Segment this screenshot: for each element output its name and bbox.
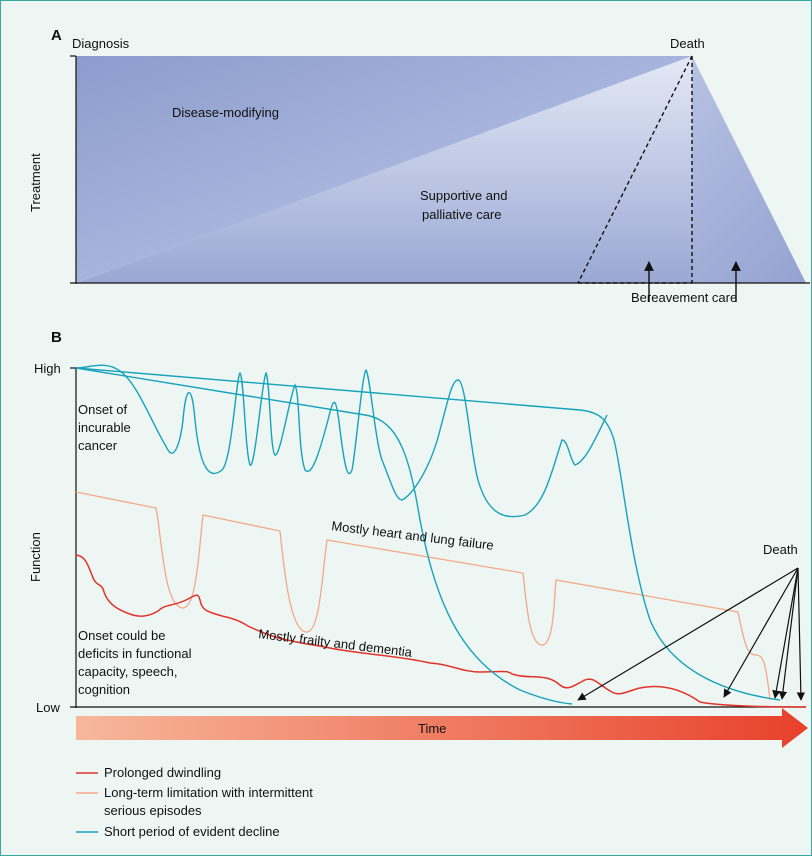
prolonged-dwindling-curve <box>76 555 806 707</box>
bereavement-care-label: Bereavement care <box>631 290 737 305</box>
y-high-label: High <box>34 361 61 376</box>
diagnosis-label: Diagnosis <box>72 36 130 51</box>
onset-cancer-line2: incurable <box>78 420 131 435</box>
short-decline-curve-c <box>76 365 607 516</box>
death-arrow-4 <box>782 568 798 699</box>
panel-b-letter: B <box>51 329 62 346</box>
frailty-dementia-label: Mostly frailty and dementia <box>258 626 414 660</box>
treatment-axis-label: Treatment <box>28 153 43 212</box>
onset-cancer-line3: cancer <box>78 438 118 453</box>
legend-prolonged-dwindling: Prolonged dwindling <box>104 765 221 780</box>
y-low-label: Low <box>36 700 60 715</box>
legend-long-term-limitation-line1: Long-term limitation with intermittent <box>104 785 313 800</box>
death-label-a: Death <box>670 36 705 51</box>
legend-short-decline: Short period of evident decline <box>104 824 280 839</box>
onset-deficits-line2: deficits in functional <box>78 646 192 661</box>
function-axis-label: Function <box>28 532 43 582</box>
onset-deficits-line4: cognition <box>78 682 130 697</box>
supportive-label-line2: palliative care <box>422 207 502 222</box>
death-arrow-5 <box>798 568 801 700</box>
disease-modifying-label: Disease-modifying <box>172 105 279 120</box>
long-term-limitation-curve <box>76 492 770 700</box>
time-label: Time <box>418 721 446 736</box>
onset-deficits-line1: Onset could be <box>78 628 165 643</box>
death-arrow-1 <box>578 568 798 700</box>
heart-lung-label: Mostly heart and lung failure <box>331 518 495 553</box>
onset-deficits-line3: capacity, speech, <box>78 664 177 679</box>
legend-long-term-limitation-line2: serious episodes <box>104 803 202 818</box>
onset-cancer-line1: Onset of <box>78 402 128 417</box>
death-label-b: Death <box>763 542 798 557</box>
panel-a-letter: A <box>51 27 62 44</box>
supportive-label-line1: Supportive and <box>420 188 507 203</box>
